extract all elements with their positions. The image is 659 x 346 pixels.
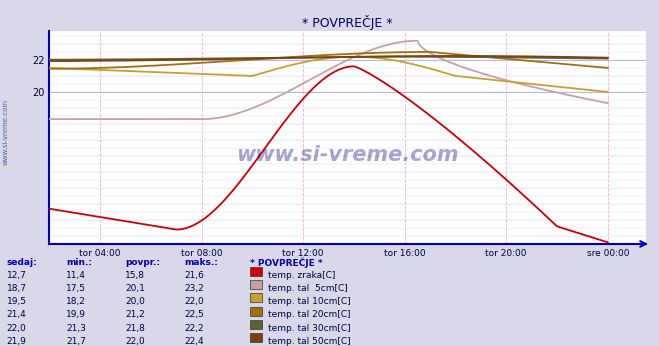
Text: 19,5: 19,5 — [7, 297, 26, 306]
Title: * POVPREČJE *: * POVPREČJE * — [302, 15, 393, 30]
Text: 12,7: 12,7 — [7, 271, 26, 280]
Text: 21,7: 21,7 — [66, 337, 86, 346]
Text: 22,0: 22,0 — [7, 324, 26, 333]
Text: temp. tal 20cm[C]: temp. tal 20cm[C] — [268, 310, 350, 319]
Text: temp. tal 50cm[C]: temp. tal 50cm[C] — [268, 337, 350, 346]
Text: * POVPREČJE *: * POVPREČJE * — [250, 258, 323, 268]
Text: www.si-vreme.com: www.si-vreme.com — [237, 145, 459, 165]
Text: 22,0: 22,0 — [125, 337, 145, 346]
Text: 18,7: 18,7 — [7, 284, 26, 293]
Text: 22,5: 22,5 — [185, 310, 204, 319]
Text: 21,6: 21,6 — [185, 271, 204, 280]
Text: 21,2: 21,2 — [125, 310, 145, 319]
Text: temp. zraka[C]: temp. zraka[C] — [268, 271, 335, 280]
Text: 17,5: 17,5 — [66, 284, 86, 293]
Text: 23,2: 23,2 — [185, 284, 204, 293]
Text: 22,4: 22,4 — [185, 337, 204, 346]
Text: 21,9: 21,9 — [7, 337, 26, 346]
Text: min.:: min.: — [66, 258, 92, 267]
Text: 11,4: 11,4 — [66, 271, 86, 280]
Text: temp. tal 30cm[C]: temp. tal 30cm[C] — [268, 324, 350, 333]
Text: 21,3: 21,3 — [66, 324, 86, 333]
Text: 20,1: 20,1 — [125, 284, 145, 293]
Text: 22,0: 22,0 — [185, 297, 204, 306]
Text: 15,8: 15,8 — [125, 271, 145, 280]
Text: temp. tal  5cm[C]: temp. tal 5cm[C] — [268, 284, 347, 293]
Text: 18,2: 18,2 — [66, 297, 86, 306]
Text: www.si-vreme.com: www.si-vreme.com — [2, 98, 9, 165]
Text: 19,9: 19,9 — [66, 310, 86, 319]
Text: 22,2: 22,2 — [185, 324, 204, 333]
Text: 21,4: 21,4 — [7, 310, 26, 319]
Text: povpr.:: povpr.: — [125, 258, 160, 267]
Text: 21,8: 21,8 — [125, 324, 145, 333]
Text: maks.:: maks.: — [185, 258, 218, 267]
Text: 20,0: 20,0 — [125, 297, 145, 306]
Text: temp. tal 10cm[C]: temp. tal 10cm[C] — [268, 297, 350, 306]
Text: sedaj:: sedaj: — [7, 258, 38, 267]
